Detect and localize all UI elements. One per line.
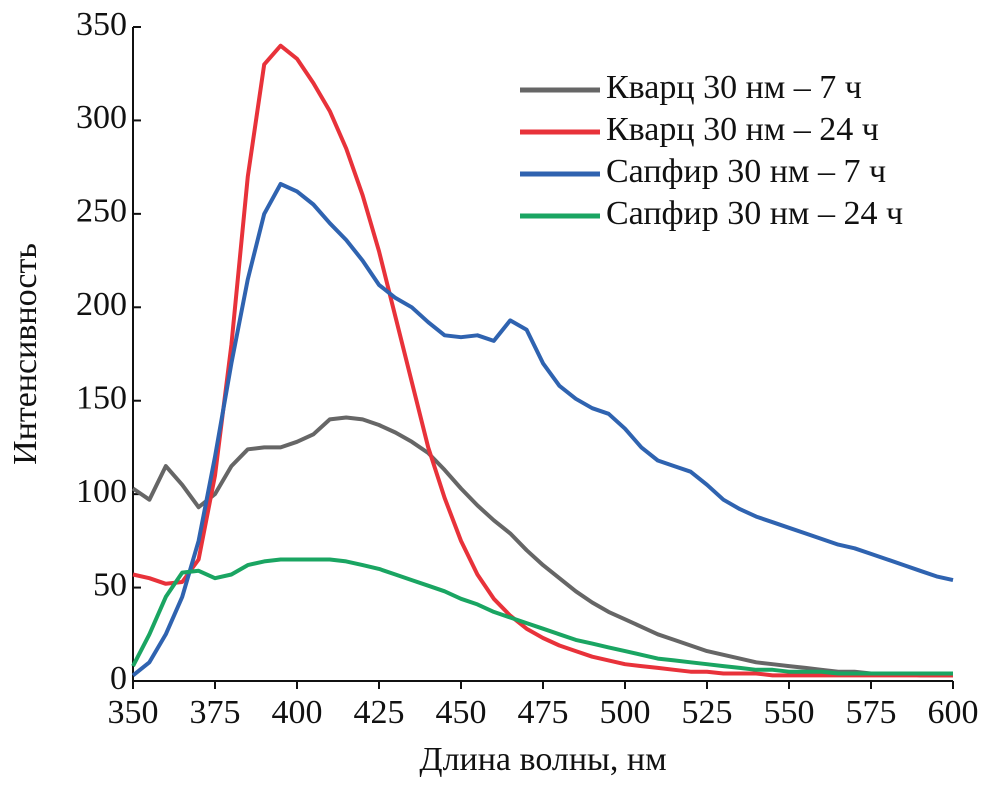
legend-label: Кварц 30 нм – 7 ч [606, 69, 862, 106]
legend-label: Сапфир 30 нм – 24 ч [606, 195, 903, 232]
y-tick-label: 0 [110, 660, 127, 697]
series-line [131, 557, 953, 676]
x-axis-label: Длина волны, нм [419, 741, 666, 778]
y-tick-label: 350 [76, 6, 127, 43]
x-tick-label: 400 [272, 694, 323, 731]
x-tick-label: 550 [764, 694, 815, 731]
x-tick-label: 450 [436, 694, 487, 731]
series-line [131, 415, 953, 678]
y-tick-label: 150 [76, 380, 127, 417]
series-line [132, 43, 953, 678]
x-tick-label: 425 [354, 694, 405, 731]
x-tick-label: 525 [682, 694, 733, 731]
x-tick-label: 375 [190, 694, 241, 731]
y-tick-label: 300 [76, 99, 127, 136]
x-tick-label: 350 [108, 694, 159, 731]
x-tick-label: 475 [518, 694, 569, 731]
y-tick-label: 100 [76, 473, 127, 510]
x-tick-label: 575 [846, 694, 897, 731]
series-line [131, 182, 954, 677]
y-tick-label: 200 [76, 286, 127, 323]
y-axis-label: Интенсивность [7, 243, 44, 465]
y-tick-label: 250 [76, 193, 127, 230]
y-tick-label: 50 [93, 566, 127, 603]
x-tick-label: 500 [600, 694, 651, 731]
legend-label: Сапфир 30 нм – 7 ч [606, 153, 886, 190]
legend-label: Кварц 30 нм – 24 ч [606, 111, 879, 148]
x-tick-label: 600 [928, 694, 979, 731]
